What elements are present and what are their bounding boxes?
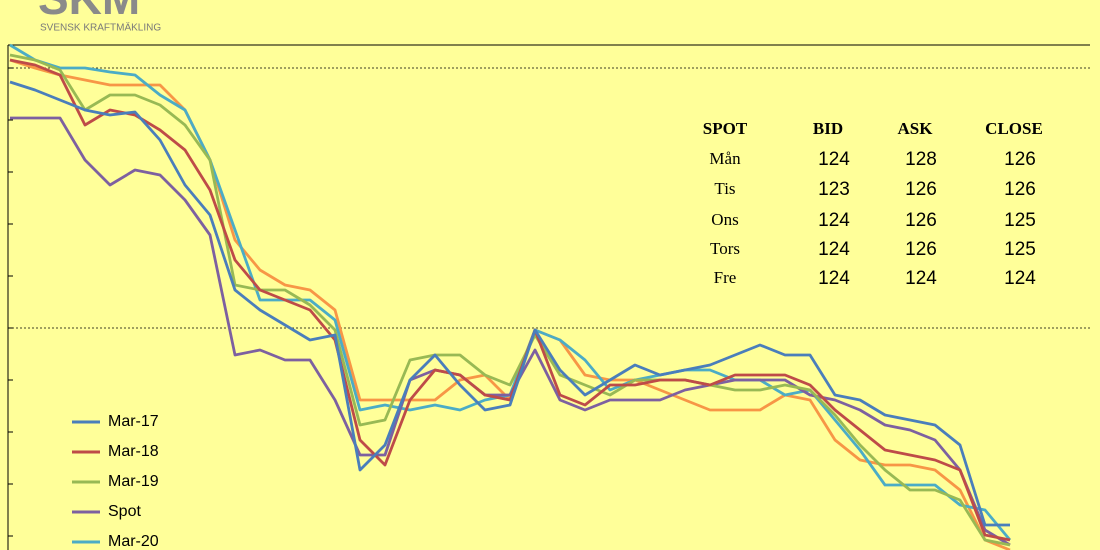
series-line [9,58,1011,542]
table-value: 125 [1004,210,1036,231]
table-value: 124 [818,239,850,260]
table-header: SPOT [703,119,748,138]
table-value: 126 [905,210,937,231]
table-value: 124 [905,268,937,289]
table-header: BID [813,119,843,138]
table-value: 123 [818,179,850,200]
series-line [9,80,1010,527]
series-line [10,116,1011,547]
table-value: 126 [905,179,937,200]
legend-label: Mar-20 [108,533,159,550]
table-header: CLOSE [985,119,1043,138]
logo-title: SKM [38,0,140,24]
series-line [9,53,1011,547]
table-value: 124 [818,149,850,170]
table-header: ASK [898,119,934,138]
table-value: 126 [905,239,937,260]
legend-label: Mar-17 [108,413,159,430]
table-day: Fre [714,268,737,287]
legend-label: Mar-18 [108,443,159,460]
table-value: 128 [905,149,937,170]
table-value: 124 [818,268,850,289]
table-value: 126 [1004,149,1036,170]
table-day: Tis [714,179,735,198]
logo-subtitle: SVENSK KRAFTMÄKLING [40,22,161,34]
table-day: Tors [710,239,740,258]
table-day: Ons [711,210,738,229]
table-day: Mån [709,149,741,168]
table-value: 126 [1004,179,1036,200]
legend-label: Mar-19 [108,473,159,490]
legend-label: Spot [108,503,141,520]
table-value: 124 [818,210,850,231]
table-value: 125 [1004,239,1036,260]
table-value: 124 [1004,268,1036,289]
